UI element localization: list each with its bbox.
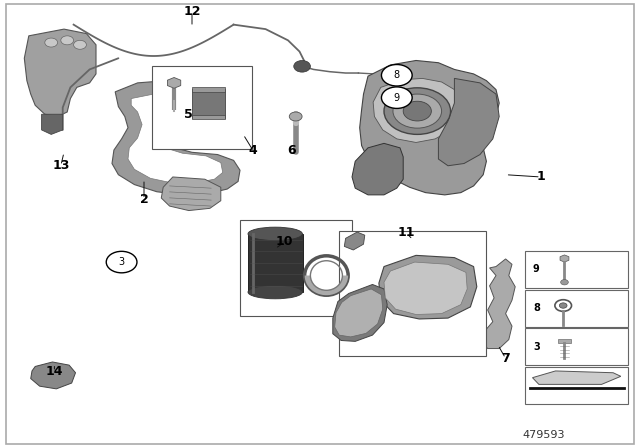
Circle shape: [74, 40, 86, 49]
Text: 1: 1: [536, 170, 545, 184]
Text: 6: 6: [287, 143, 296, 157]
Polygon shape: [438, 78, 499, 166]
Bar: [192, 89, 225, 118]
Polygon shape: [481, 259, 515, 349]
Text: 3: 3: [533, 342, 540, 352]
Polygon shape: [305, 276, 348, 295]
Circle shape: [561, 280, 568, 285]
Circle shape: [289, 112, 302, 121]
Polygon shape: [373, 78, 461, 142]
Circle shape: [559, 303, 567, 308]
Polygon shape: [161, 177, 221, 211]
Polygon shape: [384, 262, 467, 314]
Polygon shape: [112, 81, 240, 195]
Polygon shape: [42, 114, 63, 134]
Text: 12: 12: [183, 4, 201, 18]
Circle shape: [106, 251, 137, 273]
Polygon shape: [379, 255, 477, 319]
Text: 3: 3: [118, 257, 125, 267]
Bar: [525, 290, 628, 327]
Text: 9: 9: [533, 264, 540, 274]
Polygon shape: [31, 362, 76, 389]
Polygon shape: [352, 143, 403, 195]
Polygon shape: [168, 78, 180, 88]
Text: 13: 13: [52, 159, 70, 172]
Bar: [525, 251, 628, 288]
Bar: [248, 234, 303, 292]
Circle shape: [381, 87, 412, 108]
Bar: [525, 367, 628, 404]
Circle shape: [384, 88, 451, 134]
Text: 10: 10: [276, 235, 294, 249]
Text: 5: 5: [184, 108, 193, 121]
Text: 11: 11: [397, 226, 415, 240]
Bar: [240, 220, 352, 316]
Ellipse shape: [248, 227, 302, 241]
Polygon shape: [532, 371, 621, 384]
Text: 2: 2: [140, 193, 148, 206]
Polygon shape: [333, 284, 387, 341]
Ellipse shape: [248, 285, 302, 299]
Circle shape: [294, 60, 310, 72]
Text: 4: 4: [248, 143, 257, 157]
Text: 7: 7: [501, 352, 510, 365]
Bar: [525, 328, 628, 365]
Bar: [339, 231, 486, 356]
Polygon shape: [344, 232, 365, 250]
Circle shape: [381, 65, 412, 86]
Text: 8: 8: [394, 70, 400, 80]
Bar: [152, 66, 252, 149]
Polygon shape: [560, 255, 569, 262]
Text: 14: 14: [45, 365, 63, 379]
Bar: [558, 339, 571, 343]
Circle shape: [403, 101, 431, 121]
Bar: [192, 87, 225, 92]
Polygon shape: [24, 29, 96, 116]
Bar: [192, 115, 225, 119]
Text: 8: 8: [533, 303, 540, 313]
Circle shape: [61, 36, 74, 45]
Circle shape: [45, 38, 58, 47]
Text: 479593: 479593: [523, 430, 565, 439]
Polygon shape: [335, 289, 383, 337]
Polygon shape: [360, 60, 499, 195]
Text: 9: 9: [394, 93, 400, 103]
Circle shape: [393, 94, 442, 128]
Polygon shape: [128, 94, 223, 183]
